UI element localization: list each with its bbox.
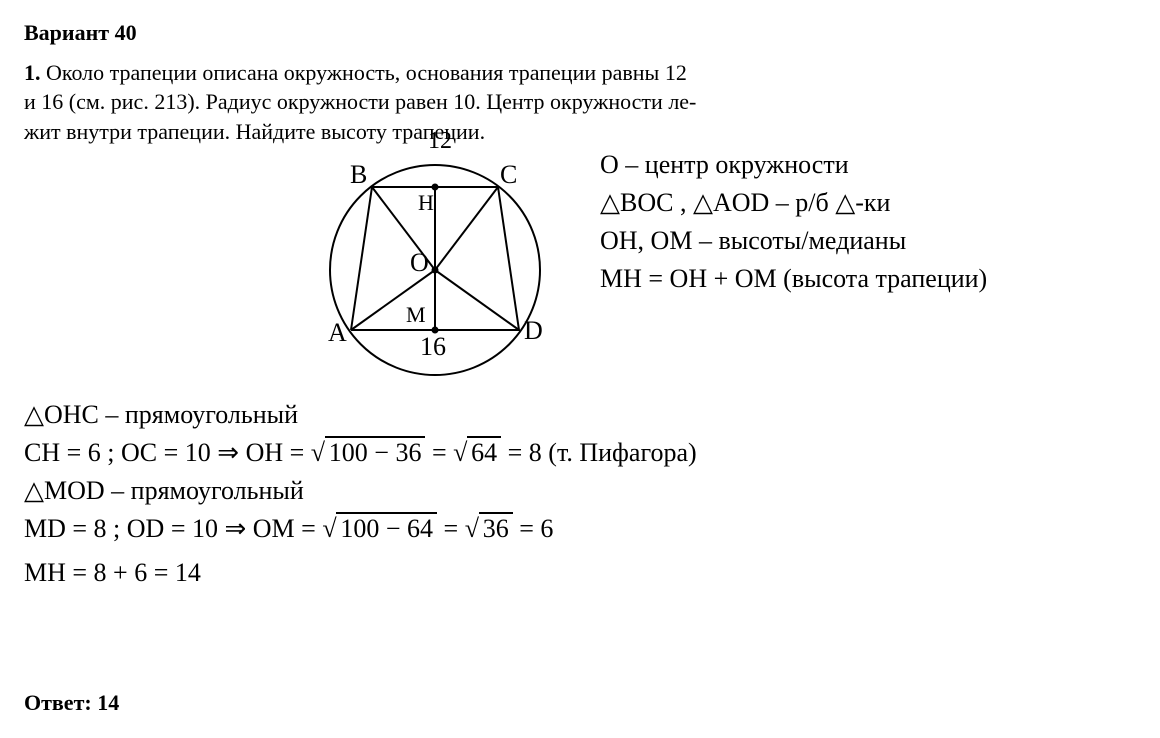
radicand-2: 64 xyxy=(467,436,501,467)
work-line-1: △OHC – прямоугольный xyxy=(24,400,697,430)
label-D: D xyxy=(524,316,543,346)
notes-right: O – центр окружности △BOC , △AOD – р/б △… xyxy=(600,150,987,302)
note-line-1: O – центр окружности xyxy=(600,150,987,180)
radicand-4: 36 xyxy=(479,512,513,543)
label-A: A xyxy=(328,318,347,348)
radicand-3: 100 − 64 xyxy=(336,512,437,543)
problem-line-1: Около трапеции описана окружность, основ… xyxy=(46,60,687,85)
worked-solution: △OHC – прямоугольный CH = 6 ; OC = 10 ⇒ … xyxy=(24,400,697,596)
sqrt-3: 100 − 64 xyxy=(322,514,437,544)
work-line-3: △MOD – прямоугольный xyxy=(24,476,697,506)
label-H: H xyxy=(418,190,434,216)
note-line-3: OH, OM – высоты/медианы xyxy=(600,226,987,256)
work-l2-a: CH = 6 ; OC = 10 ⇒ OH = xyxy=(24,438,311,467)
work-l2-c: = 8 (т. Пифагора) xyxy=(508,438,697,467)
work-l4-b: = xyxy=(444,514,465,543)
label-O: O xyxy=(410,248,429,278)
work-line-5: MH = 8 + 6 = 14 xyxy=(24,558,697,588)
variant-title: Вариант 40 xyxy=(24,18,1136,48)
work-l4-c: = 6 xyxy=(519,514,553,543)
problem-line-2: и 16 (см. рис. 213). Радиус окружности р… xyxy=(24,89,696,114)
sqrt-4: 36 xyxy=(465,514,513,544)
work-line-4: MD = 8 ; OD = 10 ⇒ OM = 100 − 64 = 36 = … xyxy=(24,514,697,544)
work-l2-b: = xyxy=(432,438,453,467)
note-line-4: MH = OH + OM (высота трапеции) xyxy=(600,264,987,294)
figure: 12 16 B C A D H O M xyxy=(300,130,570,390)
problem-number: 1. xyxy=(24,60,41,85)
label-M: M xyxy=(406,302,426,328)
sqrt-1: 100 − 36 xyxy=(311,438,426,468)
page: Вариант 40 1. Около трапеции описана окр… xyxy=(0,0,1160,738)
label-bottom-16: 16 xyxy=(420,332,446,362)
note-line-2: △BOC , △AOD – р/б △-ки xyxy=(600,188,987,218)
label-B: B xyxy=(350,160,367,190)
work-l4-a: MD = 8 ; OD = 10 ⇒ OM = xyxy=(24,514,322,543)
label-C: C xyxy=(500,160,517,190)
label-top-12: 12 xyxy=(428,128,452,155)
answer: Ответ: 14 xyxy=(24,688,119,718)
work-line-2: CH = 6 ; OC = 10 ⇒ OH = 100 − 36 = 64 = … xyxy=(24,438,697,468)
radicand-1: 100 − 36 xyxy=(325,436,426,467)
sqrt-2: 64 xyxy=(453,438,501,468)
